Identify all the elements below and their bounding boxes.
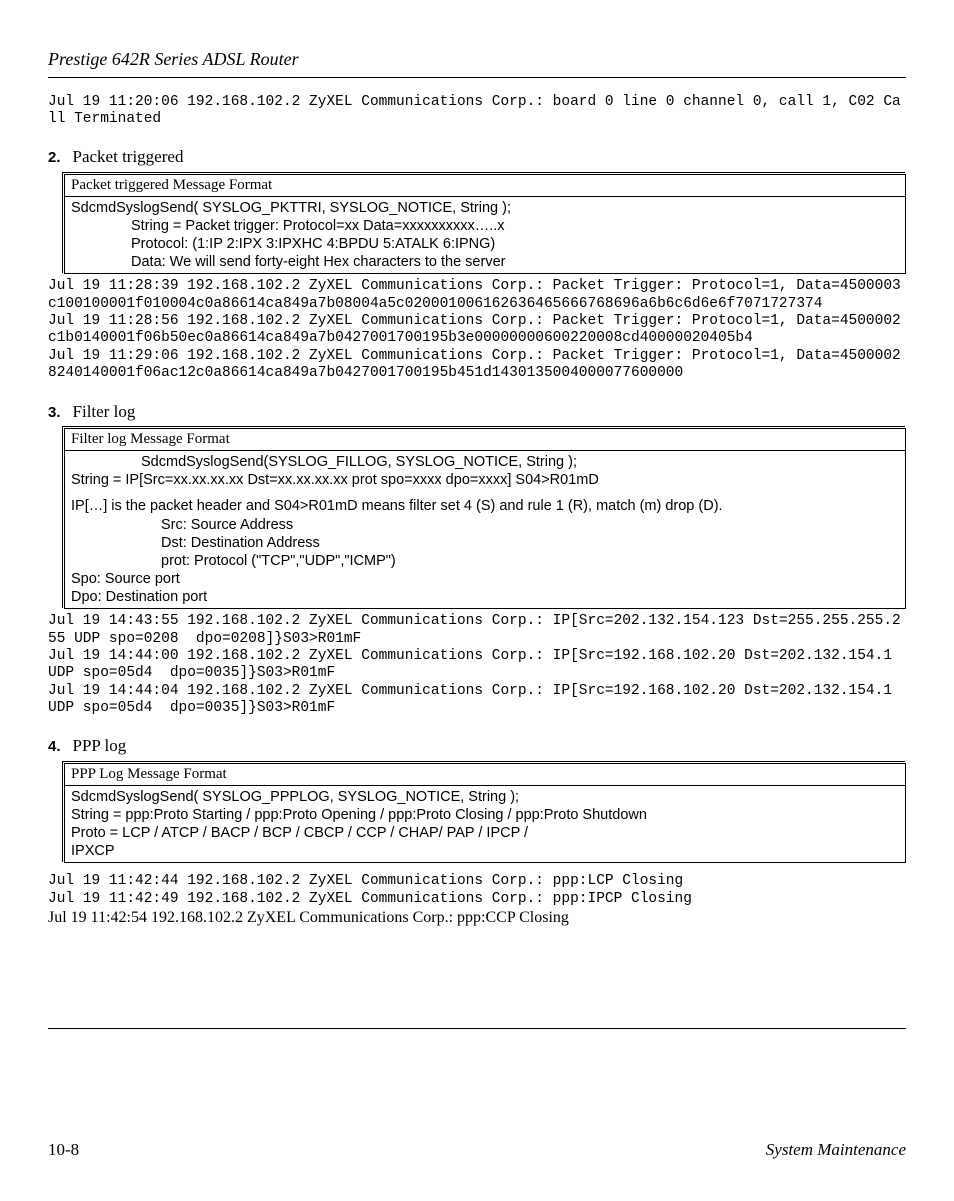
ppp-log-table-body: SdcmdSyslogSend( SYSLOG_PPPLOG, SYSLOG_N… (65, 785, 906, 863)
fl-line4: Src: Source Address (71, 516, 899, 534)
section-4-num: 4. (48, 738, 61, 757)
fl-line8: Dpo: Destination port (71, 589, 207, 605)
fl-line2: String = IP[Src=xx.xx.xx.xx Dst=xx.xx.xx… (71, 472, 599, 488)
ppp-log-table-header: PPP Log Message Format (65, 764, 906, 786)
intro-log: Jul 19 11:20:06 192.168.102.2 ZyXEL Comm… (48, 94, 906, 129)
packet-triggered-table-header: Packet triggered Message Format (65, 175, 906, 197)
fl-line3: IP[…] is the packet header and S04>R01mD… (71, 498, 723, 514)
filter-log-output: Jul 19 14:43:55 192.168.102.2 ZyXEL Comm… (48, 613, 906, 717)
footer-section-title: System Maintenance (766, 1139, 906, 1160)
section-3-heading: 3. Filter log (48, 401, 906, 423)
header-rule (48, 77, 906, 78)
pt-line2: String = Packet trigger: Protocol=xx Dat… (71, 217, 899, 235)
filter-log-table-body: SdcmdSyslogSend(SYSLOG_FILLOG, SYSLOG_NO… (65, 451, 906, 609)
section-2-title: Packet triggered (73, 146, 184, 167)
pt-line3: Protocol: (1:IP 2:IPX 3:IPXHC 4:BPDU 5:A… (71, 235, 899, 253)
packet-triggered-log: Jul 19 11:28:39 192.168.102.2 ZyXEL Comm… (48, 278, 906, 382)
section-3-title: Filter log (73, 401, 136, 422)
section-2-num: 2. (48, 149, 61, 168)
section-4-title: PPP log (73, 735, 127, 756)
fl-line5: Dst: Destination Address (71, 534, 899, 552)
page-header-title: Prestige 642R Series ADSL Router (48, 48, 906, 71)
pt-line4: Data: We will send forty-eight Hex chara… (71, 253, 899, 271)
ppp-log-output: Jul 19 11:42:44 192.168.102.2 ZyXEL Comm… (48, 873, 906, 908)
section-2-heading: 2. Packet triggered (48, 146, 906, 168)
page-number: 10-8 (48, 1139, 79, 1160)
fl-line6: prot: Protocol ("TCP","UDP","ICMP") (71, 552, 899, 570)
filter-log-table-header: Filter log Message Format (65, 429, 906, 451)
fl-line1: SdcmdSyslogSend(SYSLOG_FILLOG, SYSLOG_NO… (71, 453, 899, 471)
ppp-line3: Proto = LCP / ATCP / BACP / BCP / CBCP /… (71, 825, 528, 841)
packet-triggered-table: Packet triggered Message Format SdcmdSys… (64, 174, 906, 274)
ppp-closing-line: Jul 19 11:42:54 192.168.102.2 ZyXEL Comm… (48, 908, 906, 928)
ppp-line2: String = ppp:Proto Starting / ppp:Proto … (71, 807, 647, 823)
fl-line7: Spo: Source port (71, 571, 180, 587)
section-3-num: 3. (48, 404, 61, 423)
packet-triggered-table-body: SdcmdSyslogSend( SYSLOG_PKTTRI, SYSLOG_N… (65, 196, 906, 274)
ppp-log-table: PPP Log Message Format SdcmdSyslogSend( … (64, 763, 906, 863)
ppp-line4: IPXCP (71, 843, 115, 859)
pt-line1: SdcmdSyslogSend( SYSLOG_PKTTRI, SYSLOG_N… (71, 200, 511, 216)
footer-rule (48, 1028, 906, 1029)
section-4-heading: 4. PPP log (48, 735, 906, 757)
page-footer: 10-8 System Maintenance (48, 1139, 906, 1160)
ppp-line1: SdcmdSyslogSend( SYSLOG_PPPLOG, SYSLOG_N… (71, 789, 519, 805)
filter-log-table: Filter log Message Format SdcmdSyslogSen… (64, 428, 906, 609)
